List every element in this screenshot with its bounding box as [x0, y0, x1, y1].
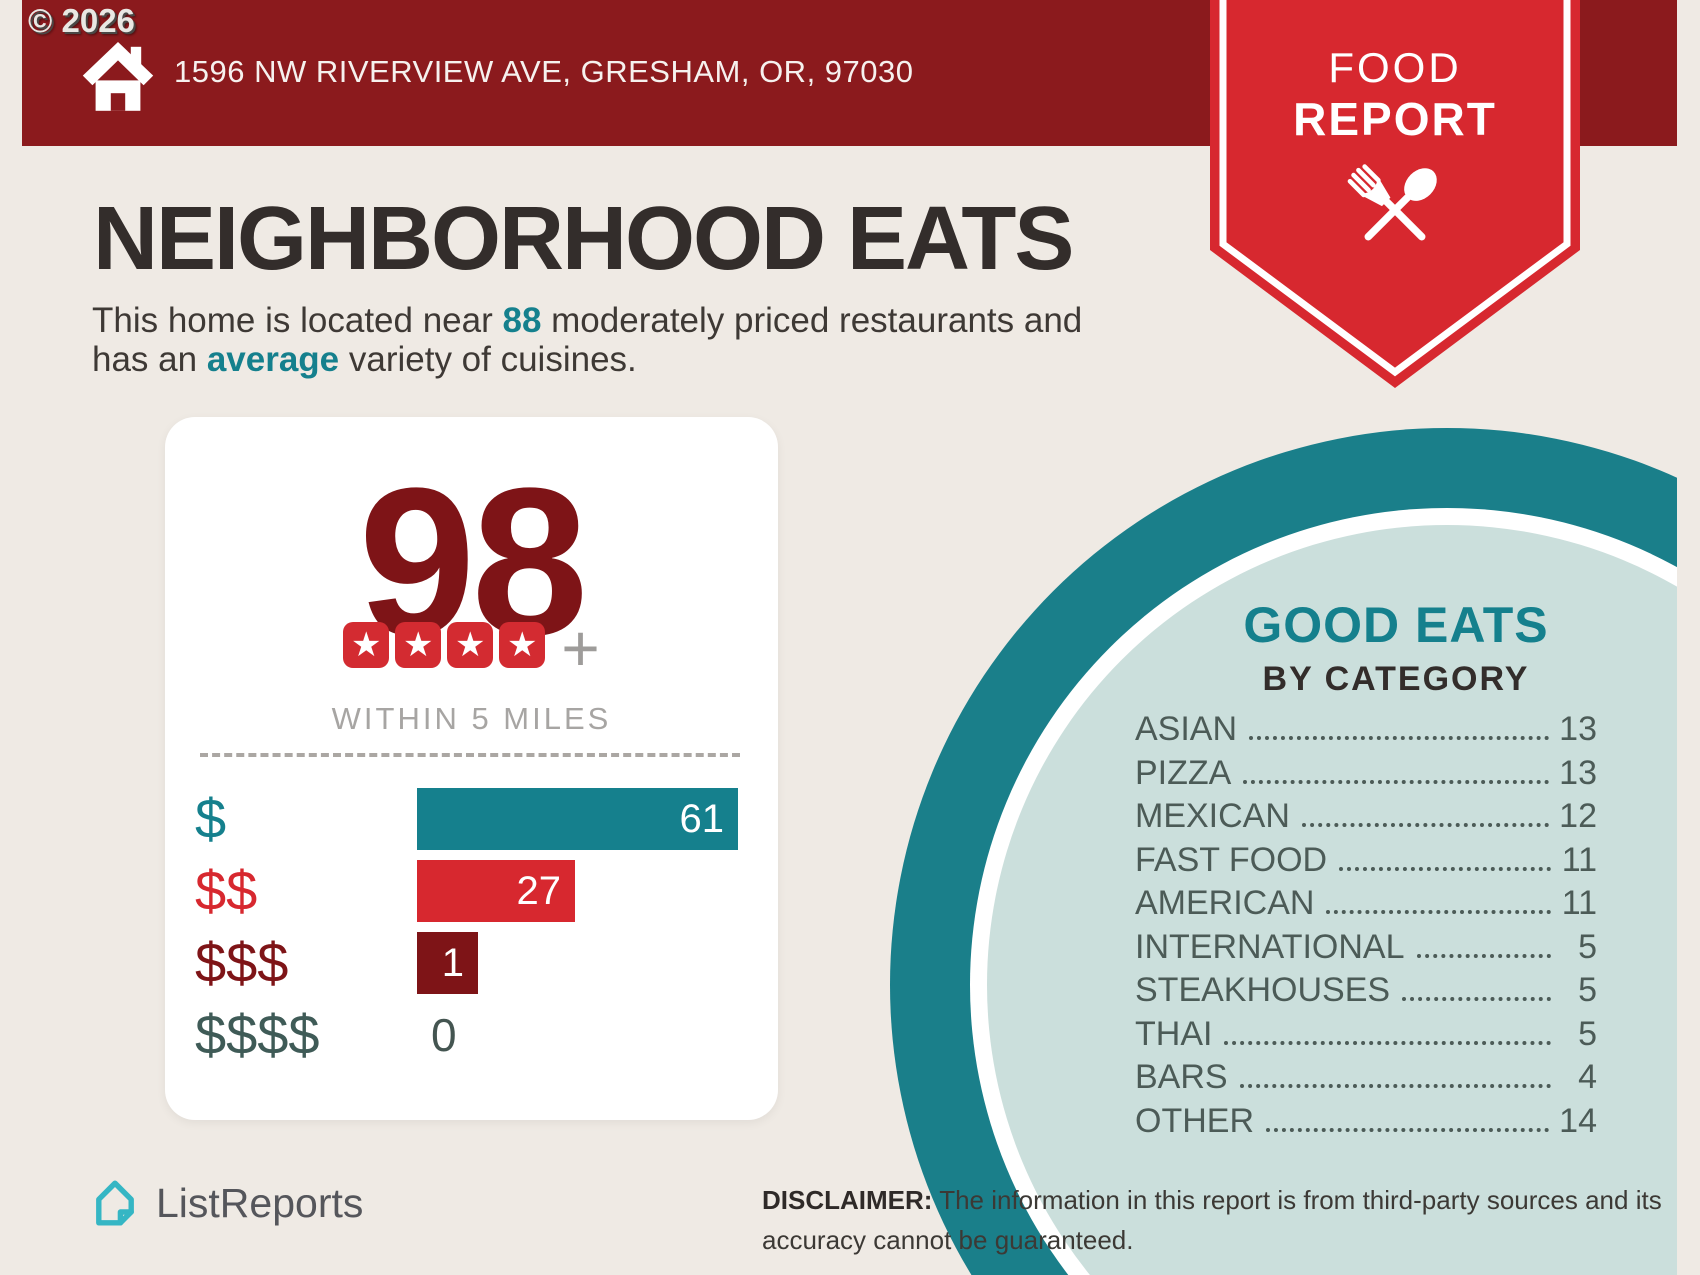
list-item: AMERICAN 11: [1135, 884, 1597, 928]
dotted-leader: [1243, 779, 1550, 784]
category-value: 5: [1578, 971, 1597, 1009]
price-row: $$$ 1: [195, 932, 740, 994]
price-tier-label: $$: [195, 859, 258, 922]
list-item: PIZZA 13: [1135, 754, 1597, 798]
category-label: FAST FOOD: [1135, 840, 1328, 879]
restaurant-count: 88: [502, 301, 542, 340]
plus-icon: +: [561, 611, 600, 685]
category-value: 5: [1578, 1014, 1597, 1053]
category-label: STEAKHOUSES: [1135, 971, 1391, 1009]
category-label: MEXICAN: [1135, 797, 1290, 835]
category-label: THAI: [1135, 1014, 1213, 1053]
category-value: 5: [1578, 927, 1597, 966]
price-bar: 1: [417, 932, 478, 994]
price-bar-value: 27: [516, 868, 562, 913]
score-card: 98 ★ ★ ★ ★ + WITHIN 5 MILES $ 61 $$: [165, 417, 778, 1120]
listreports-logo: ListReports: [88, 1176, 363, 1230]
price-bar: 0: [417, 1004, 487, 1066]
list-item: BARS 4: [1135, 1058, 1597, 1102]
intro-subtitle: This home is located near 88 moderately …: [92, 301, 1082, 379]
category-label: BARS: [1135, 1058, 1228, 1096]
variety-rating: average: [206, 340, 340, 379]
star-icon: ★: [395, 622, 442, 668]
list-item: INTERNATIONAL 5: [1135, 928, 1597, 972]
dashed-divider: [200, 753, 740, 757]
dotted-leader: [1416, 953, 1551, 958]
star-icon: ★: [343, 622, 390, 668]
home-icon: [82, 42, 154, 111]
category-value: 14: [1559, 1101, 1597, 1140]
price-row: $$ 27: [195, 860, 740, 922]
category-label: ASIAN: [1135, 710, 1238, 748]
subtitle-line-1: This home is located near 88 moderately …: [92, 301, 1083, 340]
dotted-leader: [1266, 1127, 1550, 1132]
dotted-leader: [1326, 910, 1551, 914]
category-value: 4: [1578, 1058, 1597, 1096]
price-bar-value: 1: [441, 940, 464, 985]
disclaimer-label: DISCLAIMER:: [762, 1185, 933, 1215]
dotted-leader: [1402, 997, 1551, 1001]
price-bar: 61: [417, 788, 738, 850]
list-item: ASIAN 13: [1135, 710, 1597, 754]
category-value: 11: [1561, 884, 1597, 922]
star-icon: ★: [447, 622, 494, 668]
list-item: MEXICAN 12: [1135, 797, 1597, 841]
price-bar-value: 0: [431, 1009, 457, 1061]
category-value: 13: [1559, 753, 1597, 792]
category-label: INTERNATIONAL: [1135, 927, 1405, 966]
price-bar-chart: $ 61 $$ 27 $$$ 1: [195, 788, 740, 1076]
list-item: STEAKHOUSES 5: [1135, 971, 1597, 1015]
list-item: THAI 5: [1135, 1015, 1597, 1059]
category-value: 12: [1559, 797, 1597, 835]
price-tier-label: $$$: [195, 931, 289, 994]
category-list: ASIAN 13 PIZZA 13 MEXICAN 12 FAST FOOD 11 AM…: [1135, 710, 1597, 1145]
listreports-wordmark: ListReports: [156, 1179, 364, 1226]
category-value: 11: [1561, 840, 1597, 879]
price-tier-label: $: [195, 787, 227, 850]
dotted-leader: [1239, 1084, 1551, 1088]
subtitle-line-2: has an average variety of cuisines.: [92, 340, 637, 379]
ribbon-word-food: FOOD: [1328, 44, 1462, 91]
list-item: OTHER 14: [1135, 1102, 1597, 1146]
dotted-leader: [1301, 823, 1550, 827]
dotted-leader: [1224, 1040, 1551, 1045]
category-label: AMERICAN: [1135, 884, 1315, 922]
property-address: 1596 NW RIVERVIEW AVE, GRESHAM, OR, 9703…: [174, 54, 914, 89]
price-bar: 27: [417, 860, 575, 922]
dotted-leader: [1339, 866, 1551, 871]
good-eats-title: GOOD EATS: [1243, 597, 1549, 653]
category-label: PIZZA: [1135, 753, 1232, 792]
good-eats-subtitle: BY CATEGORY: [1262, 660, 1530, 698]
page-title: NEIGHBORHOOD EATS: [93, 189, 1074, 289]
dotted-leader: [1249, 736, 1550, 740]
category-label: OTHER: [1135, 1101, 1254, 1140]
ribbon-banner-shape: [1210, 0, 1580, 388]
disclaimer-text: DISCLAIMER: The information in this repo…: [762, 1185, 1662, 1255]
crossed-spoon-fork-icon: [1347, 164, 1437, 241]
price-bar-value: 61: [679, 796, 725, 841]
list-item: FAST FOOD 11: [1135, 841, 1597, 885]
copyright-text: © 2026: [28, 2, 135, 39]
star-rating: ★ ★ ★ ★ +: [165, 611, 778, 685]
content-area: 1596 NW RIVERVIEW AVE, GRESHAM, OR, 9703…: [22, 0, 1677, 1275]
radius-label: WITHIN 5 MILES: [331, 701, 612, 736]
price-tier-label: $$$$: [195, 1003, 320, 1066]
price-row: $$$$ 0: [195, 1004, 740, 1066]
food-report-ribbon: FOOD REPORT: [1210, 0, 1580, 400]
listreports-house-icon: [96, 1180, 134, 1226]
ribbon-word-report: REPORT: [1293, 93, 1497, 145]
category-value: 13: [1559, 710, 1597, 748]
price-row: $ 61: [195, 788, 740, 850]
star-icon: ★: [499, 622, 546, 668]
good-eats-heading: GOOD EATS BY CATEGORY: [1165, 600, 1627, 696]
